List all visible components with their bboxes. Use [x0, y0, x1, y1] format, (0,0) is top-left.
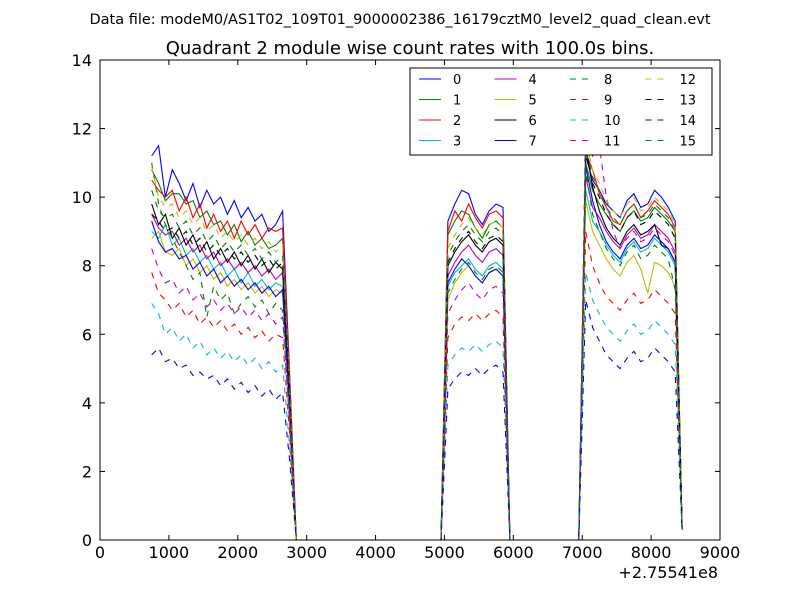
legend-label-14: 14 — [680, 114, 697, 129]
legend-label-1: 1 — [453, 94, 461, 109]
series-layer — [151, 114, 683, 541]
legend-label-4: 4 — [529, 73, 537, 88]
legend-label-12: 12 — [680, 73, 697, 88]
series-line-4 — [151, 176, 683, 541]
x-axis-offset-label: +2.75541e8 — [618, 563, 718, 582]
legend-label-8: 8 — [604, 73, 612, 88]
series-line-3 — [151, 190, 683, 541]
legend-label-5: 5 — [529, 94, 537, 109]
axes-frame — [99, 59, 721, 541]
legend-label-0: 0 — [453, 73, 461, 88]
figure-suptitle: Data file: modeM0/AS1T02_109T01_90000023… — [89, 12, 710, 28]
legend-label-9: 9 — [604, 94, 612, 109]
series-line-0 — [151, 144, 683, 541]
series-line-11 — [151, 114, 683, 541]
x-tick-label: 2000 — [217, 543, 258, 562]
series-line-13 — [151, 152, 683, 541]
series-line-8 — [151, 162, 683, 541]
y-tick-label: 14 — [72, 51, 92, 70]
series-line-2 — [151, 152, 683, 541]
series-line-9 — [151, 231, 683, 541]
axes-layer: 0 1000 2000 3000 4000 5000 6000 7000 8000 9000 0 2 4… — [72, 51, 741, 562]
x-tick-label: 6000 — [493, 543, 534, 562]
legend-label-13: 13 — [680, 94, 697, 109]
legend-label-15: 15 — [680, 135, 697, 150]
x-tick-label: 7000 — [562, 543, 603, 562]
x-tick-label: 5000 — [424, 543, 465, 562]
y-tick-label: 4 — [82, 394, 92, 413]
x-tick-label: 1000 — [149, 543, 190, 562]
y-tick-label: 12 — [72, 120, 92, 139]
x-tick-label: 4000 — [355, 543, 396, 562]
legend-label-11: 11 — [604, 135, 621, 150]
series-line-12 — [151, 138, 683, 541]
y-tick-label: 2 — [82, 462, 92, 481]
legend-label-6: 6 — [529, 114, 537, 129]
x-tick-label: 8000 — [631, 543, 672, 562]
series-line-10 — [151, 272, 683, 541]
x-tick-label: 3000 — [286, 543, 327, 562]
series-line-6 — [151, 145, 683, 541]
y-tick-label: 0 — [82, 531, 92, 550]
legend-label-3: 3 — [453, 135, 461, 150]
x-tick-label: 0 — [95, 543, 105, 562]
y-tick-label: 10 — [72, 188, 92, 207]
chart-title: Quadrant 2 module wise count rates with … — [166, 38, 655, 59]
y-tick-label: 6 — [82, 325, 92, 344]
series-line-14 — [151, 299, 683, 541]
x-tick-label: 9000 — [700, 543, 741, 562]
series-line-5 — [151, 200, 683, 541]
legend-label-10: 10 — [604, 114, 621, 129]
series-line-7 — [151, 166, 683, 541]
legend-label-2: 2 — [453, 114, 461, 129]
series-line-1 — [151, 162, 683, 541]
y-tick-label: 8 — [82, 257, 92, 276]
legend-label-7: 7 — [529, 135, 537, 150]
